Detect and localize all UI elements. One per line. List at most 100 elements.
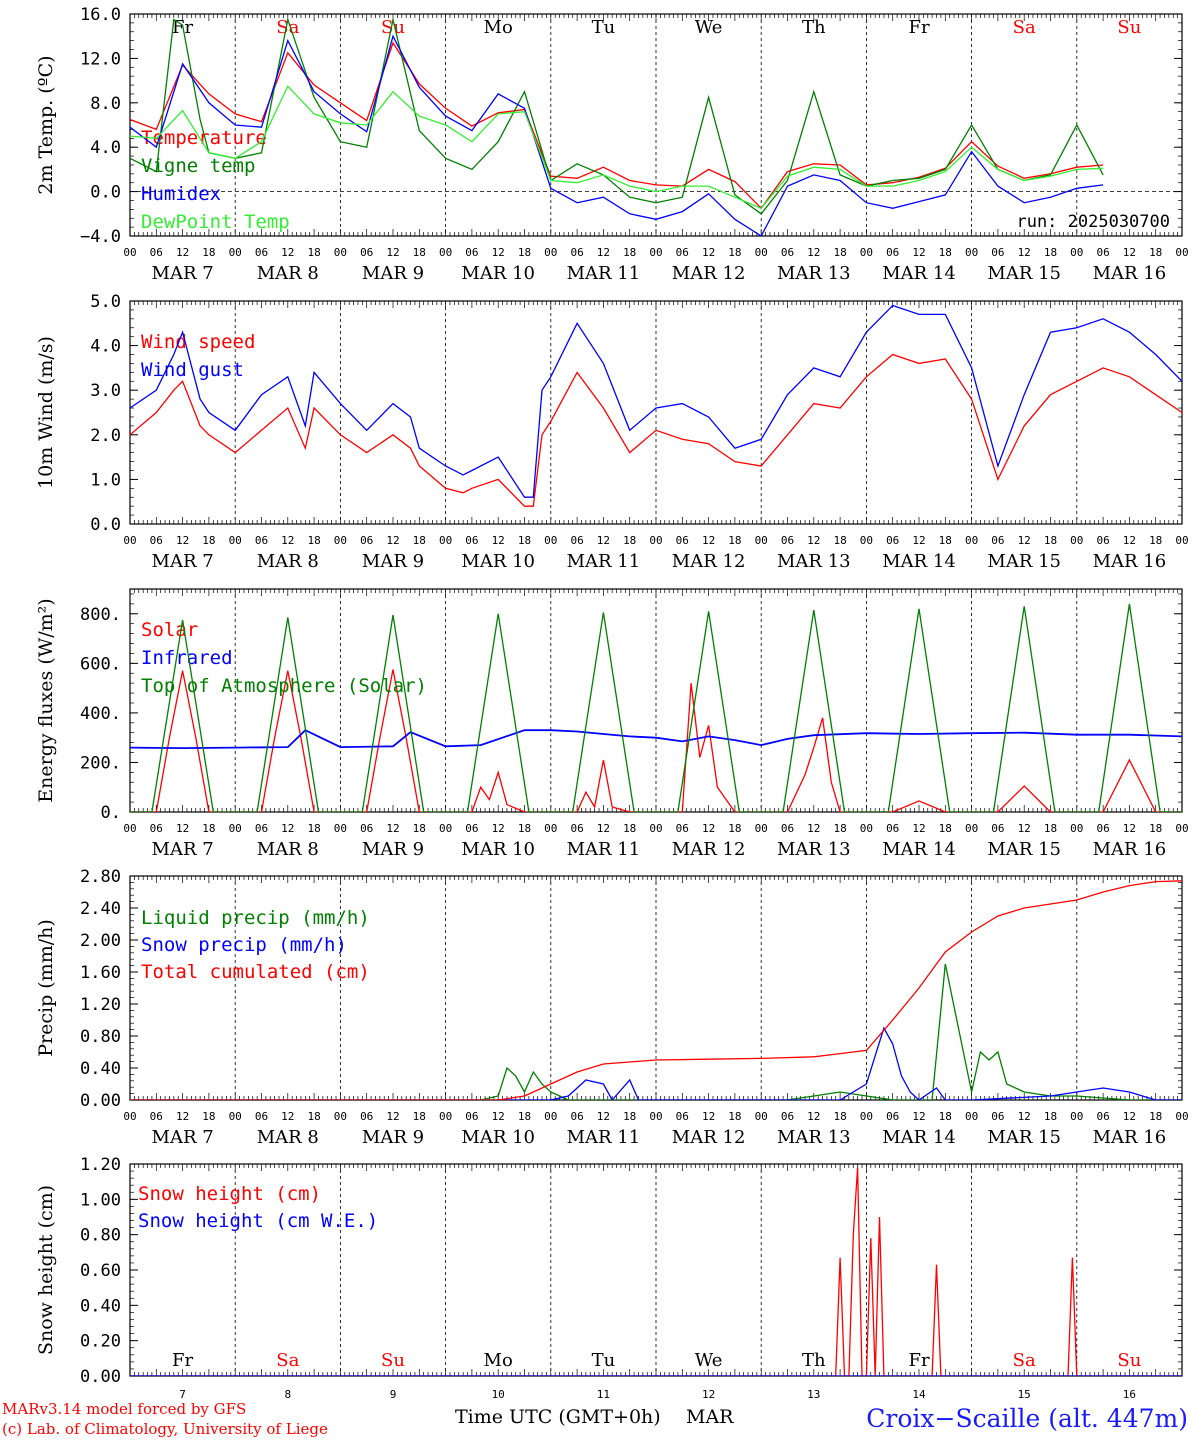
y-tick-label: 1.20 <box>80 1155 121 1175</box>
x-hour-label: 18 <box>1044 1110 1057 1123</box>
day-name-label: Sa <box>1013 17 1036 38</box>
x-date-label: MAR 7 <box>152 839 214 860</box>
x-hour-label: 00 <box>1175 822 1188 835</box>
legend-entry: Snow precip (mm/h) <box>141 934 347 956</box>
y-tick-label: 1.20 <box>80 995 121 1015</box>
x-hour-label: 00 <box>334 246 347 259</box>
y-tick-label: 12.0 <box>80 49 121 69</box>
x-date-label: MAR 13 <box>777 1127 851 1148</box>
x-hour-label: 12 <box>1123 246 1136 259</box>
series-line <box>130 729 1182 750</box>
x-hour-label: 06 <box>991 822 1004 835</box>
y-tick-label: 600. <box>80 654 121 674</box>
x-hour-label: 12 <box>281 246 294 259</box>
x-hour-label: 00 <box>965 1110 978 1123</box>
x-hour-label: 18 <box>939 246 952 259</box>
x-date-label: MAR 14 <box>882 839 956 860</box>
legend-entry: Top of Atmosphere (Solar) <box>141 675 427 697</box>
x-hour-label: 00 <box>334 1110 347 1123</box>
series-line <box>130 304 1182 498</box>
legend-entry: Solar <box>141 619 198 641</box>
x-hour-label: 06 <box>570 246 583 259</box>
x-hour-label: 00 <box>860 534 873 547</box>
x-hour-label: 18 <box>833 1110 846 1123</box>
x-hour-label: 00 <box>649 822 662 835</box>
x-date-label: MAR 8 <box>257 263 319 284</box>
x-hour-label: 00 <box>965 822 978 835</box>
y-tick-label: 4.0 <box>90 138 121 158</box>
y-tick-label: 0. <box>101 803 121 823</box>
x-hour-label: 06 <box>676 246 689 259</box>
series-line <box>130 669 1182 812</box>
y-tick-label: 0.00 <box>80 1091 121 1111</box>
x-date-label: MAR 8 <box>257 839 319 860</box>
x-hour-label: 00 <box>334 534 347 547</box>
y-tick-label: 0.0 <box>90 515 121 535</box>
x-day-number: 12 <box>702 1388 715 1401</box>
x-hour-label: 18 <box>728 822 741 835</box>
day-name-label: Fr <box>908 17 929 38</box>
x-hour-label: 00 <box>965 246 978 259</box>
y-tick-label: 400. <box>80 704 121 724</box>
series-line <box>130 603 1182 812</box>
y-tick-label: 200. <box>80 753 121 773</box>
x-hour-label: 18 <box>728 534 741 547</box>
day-name-label: Tu <box>592 17 616 38</box>
x-date-label: MAR 13 <box>777 839 851 860</box>
x-hour-label: 00 <box>439 534 452 547</box>
x-day-number: 9 <box>390 1388 397 1401</box>
x-hour-label: 00 <box>649 246 662 259</box>
series-line <box>130 963 1182 1100</box>
credit-line-2: (c) Lab. of Climatology, University of L… <box>2 1420 328 1438</box>
day-name-label: Fr <box>908 1350 929 1371</box>
y-tick-label: 0.40 <box>80 1059 121 1079</box>
x-hour-label: 18 <box>833 822 846 835</box>
x-hour-label: 12 <box>1018 534 1031 547</box>
series-line <box>130 1167 1182 1376</box>
y-tick-label: 800. <box>80 605 121 625</box>
x-hour-label: 12 <box>702 1110 715 1123</box>
x-hour-label: 18 <box>518 246 531 259</box>
x-hour-label: 18 <box>202 1110 215 1123</box>
y-tick-label: 5.0 <box>90 292 121 312</box>
x-hour-label: 12 <box>492 534 505 547</box>
x-hour-label: 18 <box>413 822 426 835</box>
x-day-number: 10 <box>492 1388 505 1401</box>
x-hour-label: 12 <box>281 822 294 835</box>
x-date-label: MAR 7 <box>152 551 214 572</box>
x-hour-label: 00 <box>1175 534 1188 547</box>
x-date-label: MAR 10 <box>461 1127 535 1148</box>
x-date-label: MAR 9 <box>362 263 424 284</box>
day-name-label: Sa <box>276 17 299 38</box>
x-hour-label: 18 <box>1044 822 1057 835</box>
x-date-label: MAR 16 <box>1093 839 1167 860</box>
x-hour-label: 12 <box>1123 1110 1136 1123</box>
x-date-label: MAR 13 <box>777 263 851 284</box>
x-hour-label: 00 <box>123 246 136 259</box>
run-annotation: run: 2025030700 <box>1016 212 1170 232</box>
y-tick-label: 0.80 <box>80 1027 121 1047</box>
x-date-label: MAR 7 <box>152 1127 214 1148</box>
x-hour-label: 12 <box>1018 1110 1031 1123</box>
x-hour-label: 06 <box>150 1110 163 1123</box>
x-hour-label: 06 <box>1096 534 1109 547</box>
x-hour-label: 12 <box>1123 822 1136 835</box>
x-day-number: 11 <box>597 1388 610 1401</box>
x-hour-label: 06 <box>676 534 689 547</box>
y-tick-label: 2.0 <box>90 426 121 446</box>
y-tick-label: 16.0 <box>80 5 121 25</box>
x-date-label: MAR 10 <box>461 839 535 860</box>
x-hour-label: 18 <box>307 1110 320 1123</box>
x-hour-label: 06 <box>886 246 899 259</box>
x-hour-label: 12 <box>1123 534 1136 547</box>
series-line <box>130 880 1182 1100</box>
day-name-label: Th <box>802 17 826 38</box>
x-hour-label: 06 <box>150 246 163 259</box>
x-hour-label: 06 <box>465 822 478 835</box>
x-hour-label: 12 <box>807 534 820 547</box>
x-hour-label: 12 <box>176 534 189 547</box>
x-date-label: MAR 9 <box>362 1127 424 1148</box>
y-tick-label: 3.0 <box>90 381 121 401</box>
x-hour-label: 00 <box>123 1110 136 1123</box>
x-hour-label: 06 <box>676 822 689 835</box>
